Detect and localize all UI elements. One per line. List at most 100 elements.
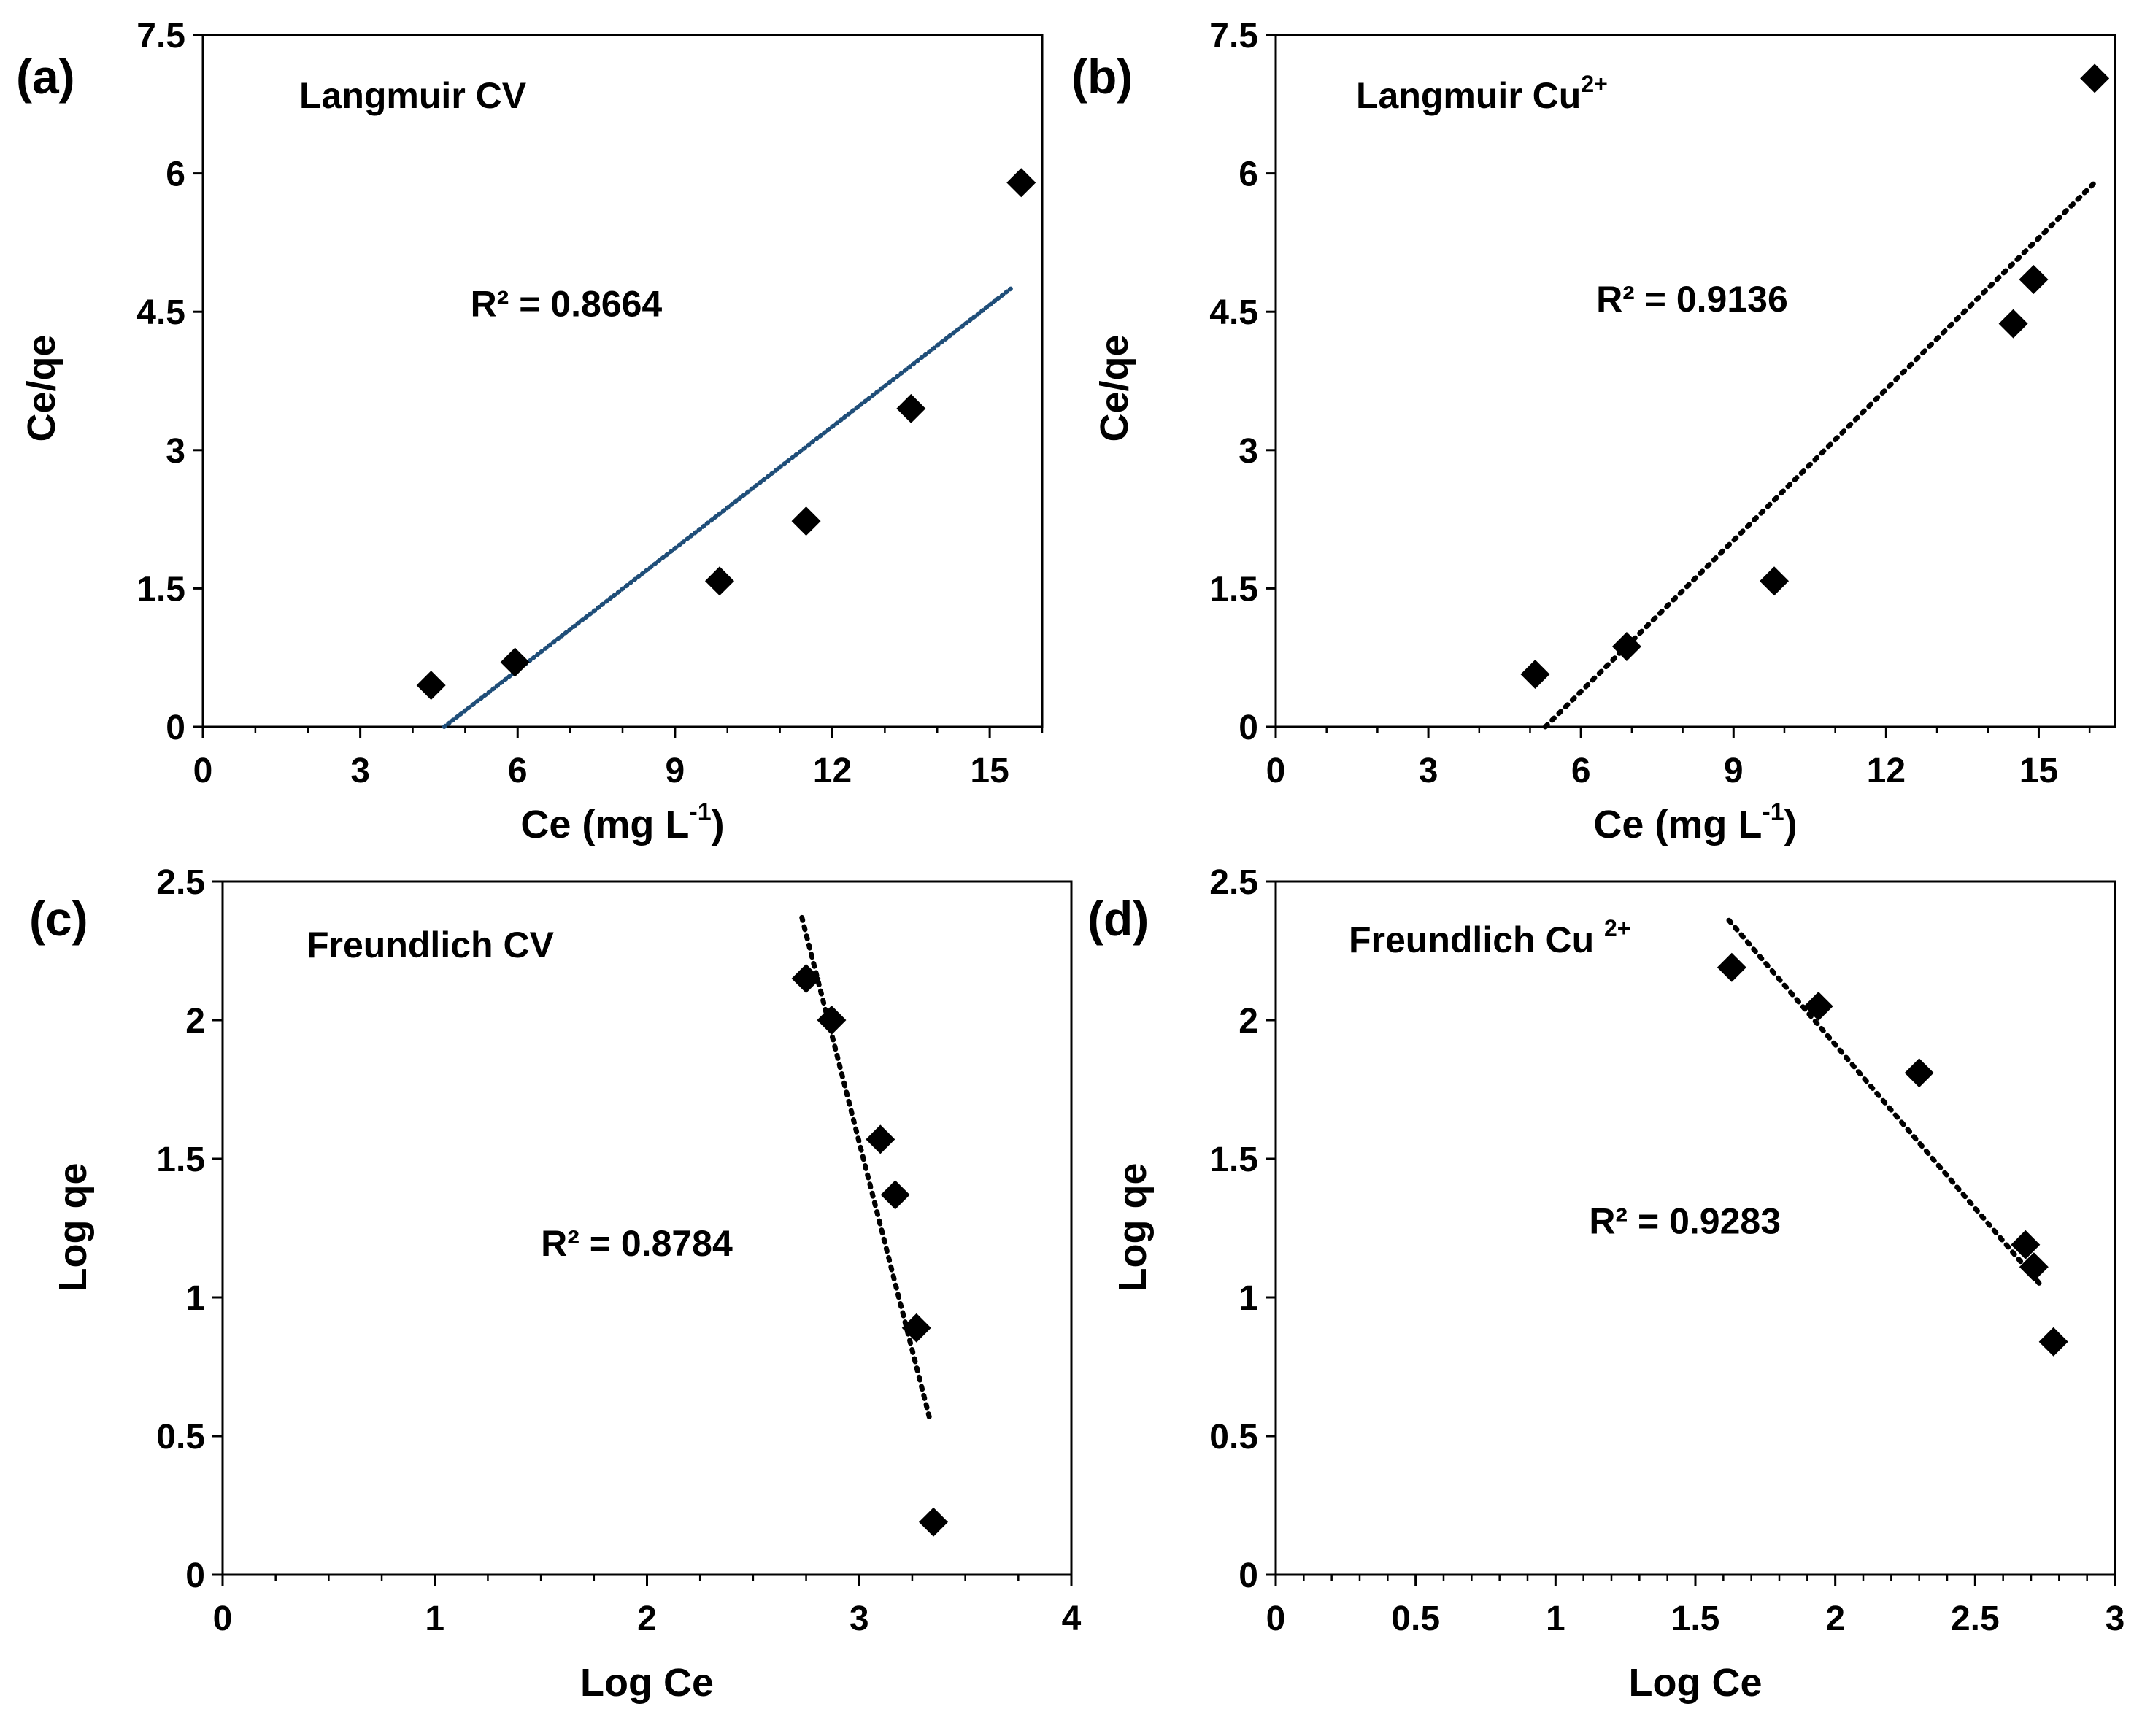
data-point [1717, 952, 1746, 982]
data-point [2019, 264, 2049, 294]
data-point [2019, 1252, 2049, 1282]
plot-frame [201, 34, 1044, 728]
trendline [442, 286, 1013, 729]
x-tick-label: 6 [1571, 752, 1591, 790]
data-point [1611, 632, 1641, 662]
x-axis-label-end: ) [712, 803, 725, 846]
panel-c: 0 1 2 3 4 0 0.5 1 1.5 2 2.5 (c) Freundlich CV R² = 0.… [29, 863, 1082, 1705]
y-tick-label: 0 [1239, 709, 1258, 747]
data-point [416, 671, 446, 701]
r-squared-annotation: R² = 0.9283 [1589, 1201, 1781, 1242]
y-tick-label: 7.5 [1209, 17, 1258, 55]
y-axis-label: Log qe [1111, 1163, 1155, 1292]
r-squared-annotation: R² = 0.9136 [1596, 279, 1788, 320]
y-tick-label: 4.5 [136, 293, 185, 332]
y-tick-label: 0 [166, 709, 185, 747]
y-tick-label: 1 [1239, 1279, 1258, 1318]
x-tick-label: 9 [666, 752, 685, 790]
data-point [880, 1180, 910, 1210]
x-tick-label: 0 [1266, 1600, 1286, 1638]
data-point [1998, 309, 2028, 339]
x-tick-label: 12 [813, 752, 852, 790]
data-point [901, 1313, 931, 1343]
y-tick-label: 0.5 [1209, 1418, 1258, 1457]
x-tick-label: 12 [1867, 752, 1906, 790]
y-tick-label: 2 [185, 1002, 205, 1041]
panel-a: 0 3 6 9 12 15 0 1.5 3 4.5 6 7.5 (a) Langmuir CV R² = 0… [16, 17, 1044, 846]
x-tick-label: 9 [1724, 752, 1744, 790]
x-tick-label: 1 [425, 1600, 444, 1638]
data-point [896, 393, 926, 423]
x-axis-label-superscript: -1 [689, 798, 711, 826]
x-tick-label: 2 [637, 1600, 657, 1638]
panel-b: 0 3 6 9 12 15 0 1.5 3 4.5 6 7.5 (b) Langmuir Cu2+ R² =… [1071, 17, 2116, 846]
y-tick-label: 1.5 [1209, 570, 1258, 609]
data-point [791, 964, 821, 993]
x-axis-label-end: ) [1784, 803, 1798, 846]
plot-title: Freundlich Cu 2+ [1349, 915, 1630, 960]
trendline [1726, 917, 2042, 1286]
x-tick-label: 3 [850, 1600, 869, 1638]
x-tick-label: 1.5 [1671, 1600, 1720, 1638]
x-tick-label: 15 [2019, 752, 2058, 790]
data-point [1904, 1058, 1934, 1088]
plot-title: Langmuir Cu2+ [1356, 71, 1608, 116]
data-point [1760, 566, 1790, 596]
y-tick-label: 1.5 [156, 1141, 205, 1179]
y-tick-label: 6 [166, 155, 185, 194]
y-tick-label: 3 [166, 432, 185, 471]
x-axis-label: Ce (mg L-1) [1593, 798, 1797, 846]
data-point [791, 506, 821, 536]
y-tick-label: 4.5 [1209, 293, 1258, 332]
data-point [1006, 168, 1036, 198]
y-tick-label: 1.5 [136, 570, 185, 609]
y-axis-label: Log qe [51, 1163, 95, 1292]
y-tick-label: 6 [1239, 155, 1258, 194]
x-tick-label: 0 [213, 1600, 233, 1638]
data-point [1520, 659, 1550, 689]
plot-frame [1274, 34, 2116, 728]
plot-title-superscript: 2+ [1604, 915, 1630, 941]
y-tick-label: 1.5 [1209, 1141, 1258, 1179]
data-point [919, 1507, 949, 1537]
x-tick-label: 4 [1062, 1600, 1082, 1638]
data-point [866, 1124, 895, 1154]
x-tick-label: 15 [970, 752, 1009, 790]
y-tick-label: 2.5 [1209, 863, 1258, 902]
data-point [704, 566, 734, 596]
x-axis-label: Log Ce [1629, 1661, 1763, 1705]
data-point [2038, 1327, 2068, 1357]
trendline [1542, 180, 2098, 730]
data-point [817, 1006, 847, 1035]
y-tick-label: 2.5 [156, 863, 205, 902]
data-point [500, 647, 530, 677]
x-tick-label: 0 [1266, 752, 1286, 790]
data-point [2011, 1230, 2041, 1259]
y-tick-label: 0 [185, 1556, 205, 1595]
x-axis-label-superscript: -1 [1762, 798, 1784, 826]
panel-label: (d) [1087, 892, 1149, 946]
panel-label: (c) [29, 892, 88, 946]
trendline [799, 914, 932, 1419]
x-tick-label: 2 [1825, 1600, 1845, 1638]
data-point [2080, 63, 2110, 93]
y-tick-label: 0 [1239, 1556, 1258, 1595]
x-tick-label: 3 [2106, 1600, 2125, 1638]
y-tick-label: 7.5 [136, 17, 185, 55]
plot-title: Freundlich CV [307, 925, 555, 965]
x-tick-label: 6 [508, 752, 528, 790]
panel-label: (b) [1071, 50, 1133, 104]
r-squared-annotation: R² = 0.8664 [471, 284, 663, 325]
x-tick-label: 2.5 [1951, 1600, 2000, 1638]
y-axis-label: Ce/qe [20, 334, 63, 441]
x-axis-label: Ce (mg L-1) [520, 798, 724, 846]
x-tick-label: 1 [1546, 1600, 1565, 1638]
x-tick-label: 0 [193, 752, 213, 790]
y-tick-label: 3 [1239, 432, 1258, 471]
x-tick-label: 0.5 [1391, 1600, 1440, 1638]
x-axis-label: Log Ce [580, 1661, 714, 1705]
y-tick-label: 2 [1239, 1002, 1258, 1041]
y-tick-label: 0.5 [156, 1418, 205, 1457]
r-squared-annotation: R² = 0.8784 [541, 1223, 733, 1264]
